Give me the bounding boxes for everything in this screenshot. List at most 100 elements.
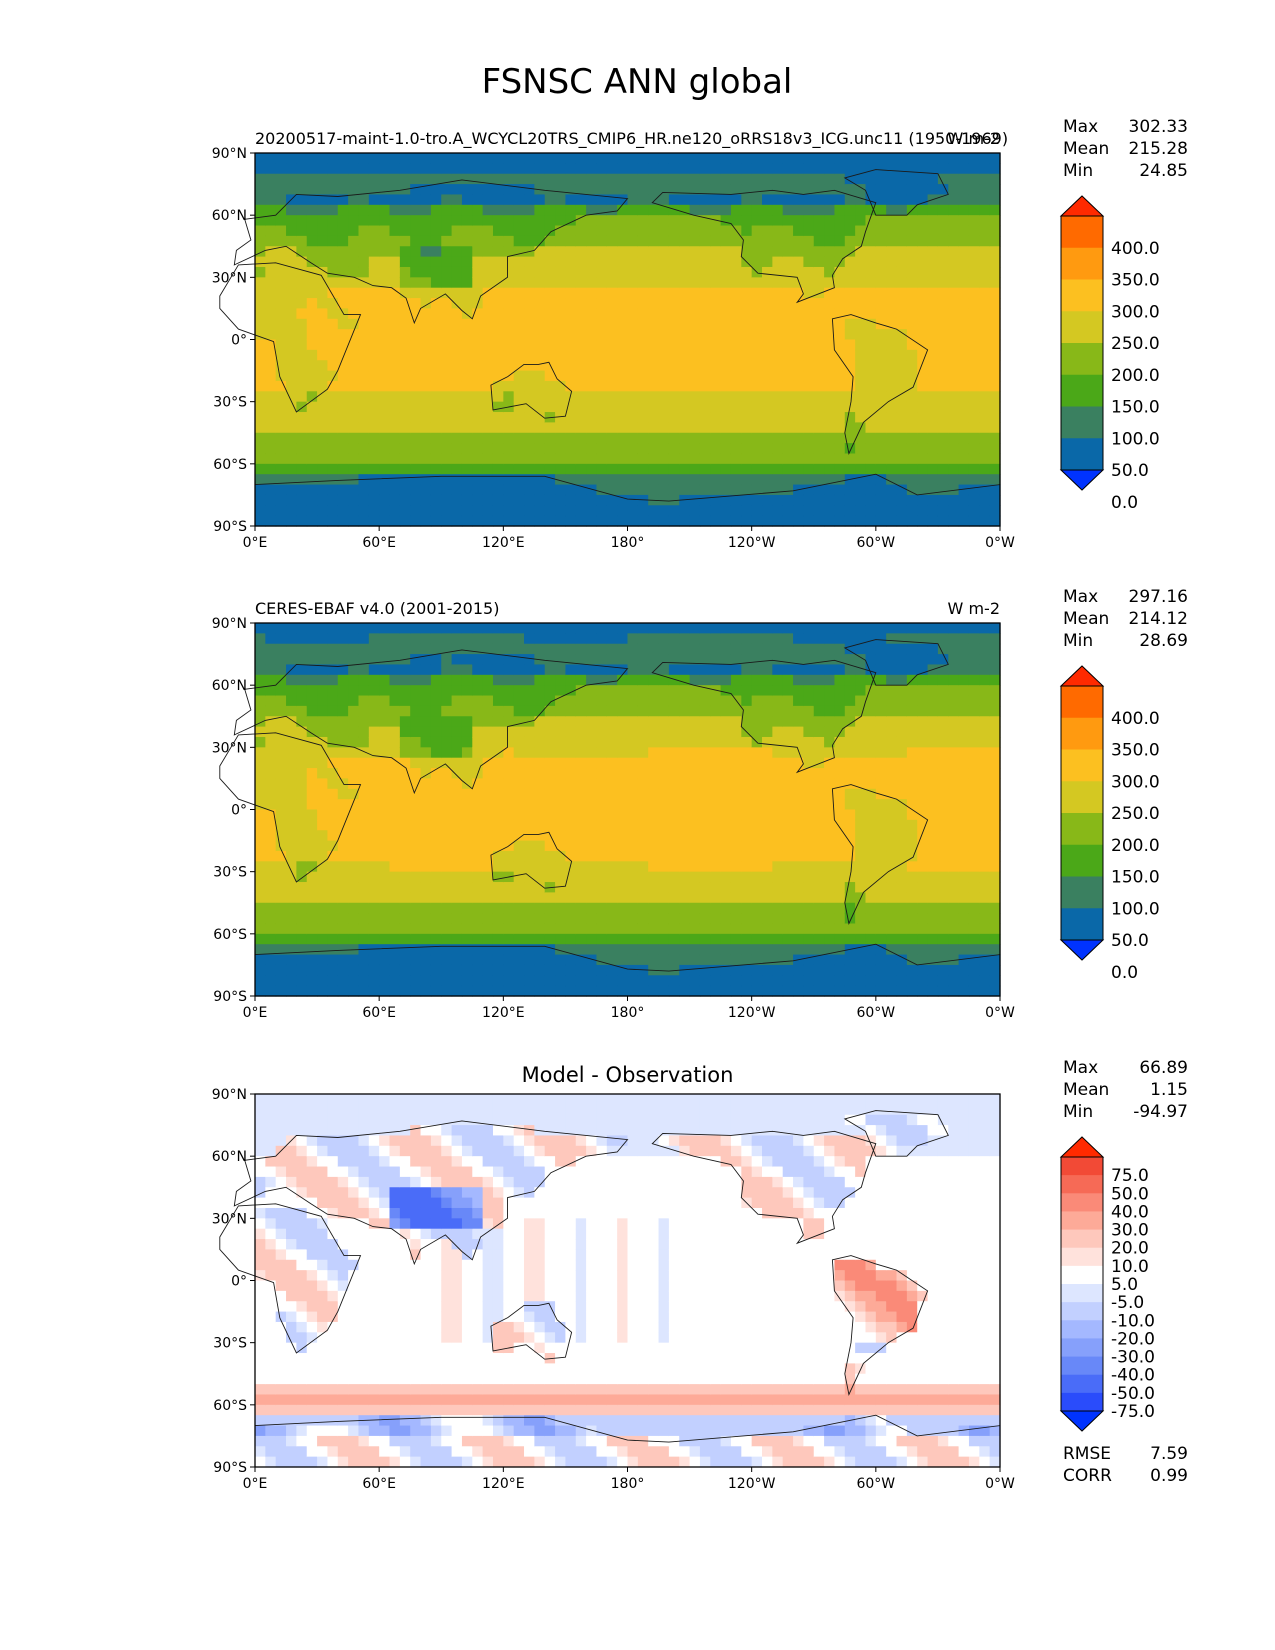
heatmap-cell	[606, 861, 618, 873]
heatmap-cell	[668, 349, 680, 361]
heatmap-cell	[679, 716, 691, 728]
heatmap-cell	[399, 360, 411, 372]
heatmap-cell	[720, 623, 732, 634]
heatmap-cell	[420, 173, 432, 185]
heatmap-cell	[575, 494, 587, 506]
heatmap-cell	[658, 225, 670, 237]
heatmap-cell	[668, 685, 680, 697]
heatmap-cell	[824, 308, 836, 320]
heatmap-cell	[668, 633, 680, 645]
heatmap-cell	[461, 349, 473, 361]
heatmap-cell	[844, 695, 856, 707]
heatmap-cell	[420, 902, 432, 914]
heatmap-cell	[855, 412, 867, 423]
heatmap-cell	[689, 401, 701, 413]
heatmap-cell	[803, 695, 815, 707]
heatmap-cell	[255, 432, 266, 444]
heatmap-cell	[793, 505, 805, 517]
heatmap-cell	[275, 515, 287, 527]
heatmap-cell	[824, 861, 836, 873]
heatmap-cell	[844, 494, 856, 506]
heatmap-cell	[668, 768, 680, 780]
heatmap-cell	[782, 850, 794, 862]
heatmap-cell	[461, 339, 473, 351]
heatmap-cell	[627, 913, 639, 925]
heatmap-cell	[844, 664, 856, 676]
heatmap-cell	[896, 484, 908, 496]
heatmap-cell	[627, 954, 639, 966]
colorbar-tick-label: 400.0	[1111, 239, 1160, 259]
heatmap-cell	[989, 484, 1001, 496]
heatmap-cell	[461, 163, 473, 175]
heatmap-cell	[741, 163, 753, 175]
heatmap-cell	[306, 339, 318, 351]
heatmap-cell	[399, 277, 411, 289]
heatmap-cell	[337, 370, 349, 382]
heatmap-cell	[461, 266, 473, 278]
heatmap-cell	[389, 184, 401, 196]
heatmap-cell	[492, 505, 504, 517]
heatmap-cell	[886, 685, 898, 697]
heatmap-cell	[710, 153, 722, 164]
heatmap-cell	[699, 422, 711, 434]
heatmap-cell	[575, 370, 587, 382]
heatmap-cell	[668, 329, 680, 341]
heatmap-cell	[606, 902, 618, 914]
heatmap-cell	[865, 494, 877, 506]
heatmap-cell	[637, 173, 649, 185]
heatmap-cell	[596, 809, 608, 821]
heatmap-cell	[679, 463, 691, 475]
heatmap-cell	[255, 716, 266, 728]
heatmap-cell	[410, 975, 422, 987]
heatmap-cell	[658, 830, 670, 842]
heatmap-cell	[710, 654, 722, 666]
heatmap-cell	[296, 664, 308, 676]
heatmap-cell	[337, 964, 349, 976]
heatmap-cell	[296, 380, 308, 392]
heatmap-cell	[596, 246, 608, 258]
heatmap-cell	[461, 235, 473, 247]
heatmap-cell	[751, 463, 763, 475]
heatmap-cell	[741, 339, 753, 351]
heatmap-cell	[337, 799, 349, 811]
heatmap-cell	[855, 360, 867, 372]
heatmap-cell	[327, 654, 339, 666]
heatmap-cell	[648, 664, 660, 676]
heatmap-cell	[782, 871, 794, 883]
heatmap-cell	[430, 654, 442, 666]
heatmap-cell	[855, 623, 867, 634]
heatmap-cell	[399, 422, 411, 434]
heatmap-cell	[958, 494, 970, 506]
heatmap-cell	[327, 453, 339, 465]
heatmap-cell	[379, 349, 391, 361]
heatmap-cell	[896, 757, 908, 769]
heatmap-cell	[482, 360, 494, 372]
heatmap-cell	[492, 515, 504, 527]
heatmap-cell	[513, 633, 525, 645]
heatmap-cell	[896, 339, 908, 351]
heatmap-cell	[730, 902, 742, 914]
heatmap-cell	[327, 360, 339, 372]
heatmap-cell	[896, 298, 908, 310]
heatmap-cell	[265, 246, 277, 258]
heatmap-cell	[762, 923, 773, 935]
heatmap-cell	[358, 975, 370, 987]
heatmap-cell	[255, 153, 266, 164]
heatmap-cell	[430, 474, 442, 486]
heatmap-cell	[265, 695, 277, 707]
heatmap-cell	[379, 933, 391, 945]
heatmap-cell	[348, 830, 360, 842]
heatmap-cell	[855, 695, 867, 707]
heatmap-cell	[565, 643, 577, 655]
heatmap-cell	[617, 747, 629, 759]
heatmap-cell	[606, 380, 618, 392]
heatmap-cell	[482, 902, 494, 914]
heatmap-cell	[989, 370, 1001, 382]
heatmap-cell	[544, 256, 556, 268]
heatmap-cell	[441, 882, 453, 893]
heatmap-cell	[865, 850, 877, 862]
heatmap-cell	[555, 871, 567, 883]
heatmap-cell	[420, 329, 432, 341]
heatmap-cell	[751, 861, 763, 873]
heatmap-cell	[275, 664, 287, 676]
